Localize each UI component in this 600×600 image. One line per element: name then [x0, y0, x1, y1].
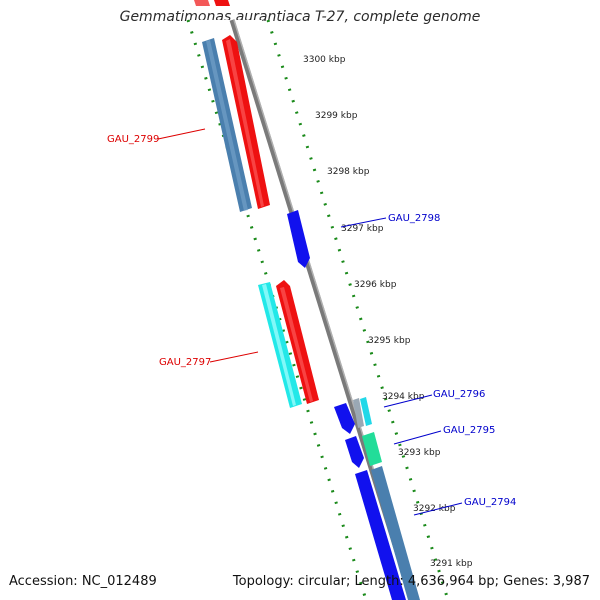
gene-steelblue-2794: [371, 466, 420, 600]
gene-partial-top-red: [194, 0, 210, 6]
inner-tick-track: [186, 19, 368, 600]
leader-gau-2797: [209, 351, 259, 363]
leader-gau-2798: [340, 217, 387, 228]
gene-blue-2795: [345, 436, 364, 468]
leader-gau-2799: [157, 128, 206, 140]
genome-summary-text: Topology: circular; Length: 4,636,964 bp…: [232, 574, 590, 589]
scale-label-3293: 3293 kbp: [398, 448, 441, 458]
gene-cyan-2796: [360, 397, 372, 426]
scale-label-3291: 3291 kbp: [430, 559, 473, 569]
gene-blue-2796: [334, 403, 355, 434]
scale-label-3298: 3298 kbp: [327, 167, 370, 177]
gene-blue-2794: [355, 470, 406, 600]
gene-red-2797-shine: [280, 287, 313, 402]
gene-label-gau-2799[interactable]: GAU_2799: [107, 134, 159, 145]
gene-label-gau-2795[interactable]: GAU_2795: [443, 425, 495, 436]
scale-label-3300: 3300 kbp: [303, 55, 346, 65]
gene-cyan-2797-shine: [262, 284, 296, 406]
scale-label-3292: 3292 kbp: [413, 504, 456, 514]
gene-steelblue-2799-shine: [206, 40, 248, 211]
gene-gray-2796: [353, 398, 364, 428]
leader-gau-2795: [393, 430, 442, 445]
scale-label-3295: 3295 kbp: [368, 336, 411, 346]
gene-partial-top-red-2: [214, 0, 230, 6]
gene-label-gau-2797[interactable]: GAU_2797: [159, 357, 211, 368]
gene-label-gau-2798[interactable]: GAU_2798: [388, 213, 440, 224]
scale-label-3294: 3294 kbp: [382, 392, 425, 402]
leader-gau-2794: [413, 502, 463, 516]
scale-label-3296: 3296 kbp: [354, 280, 397, 290]
leader-gau-2796: [383, 394, 433, 408]
accession-text: Accession: NC_012489: [9, 574, 157, 589]
scale-label-3297: 3297 kbp: [341, 224, 384, 234]
gene-blue-2798: [287, 210, 310, 268]
gene-label-gau-2796[interactable]: GAU_2796: [433, 389, 485, 400]
gene-red-2799-shine: [226, 39, 264, 207]
scale-label-3299: 3299 kbp: [315, 111, 358, 121]
gene-teal-2795: [362, 432, 382, 466]
gene-label-gau-2794[interactable]: GAU_2794: [464, 497, 516, 508]
